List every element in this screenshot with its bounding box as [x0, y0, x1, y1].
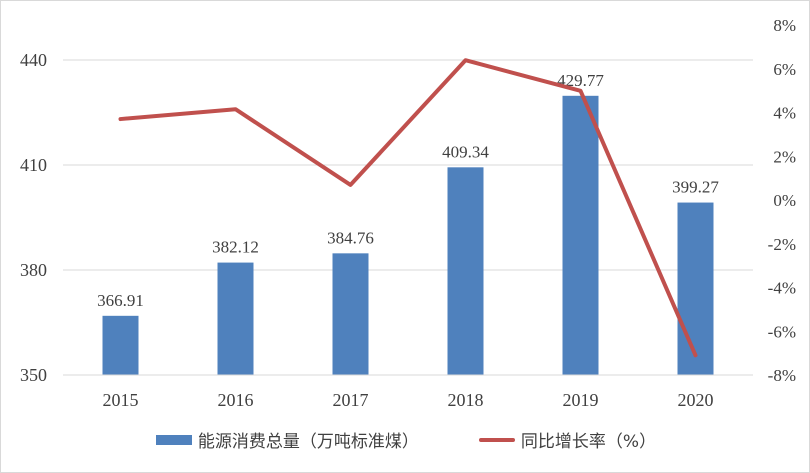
- legend: 能源消费总量（万吨标准煤） 同比增长率（%）: [1, 427, 809, 452]
- x-tick-label: 2020: [678, 390, 714, 410]
- bar-data-label: 366.91: [97, 291, 144, 310]
- bar-data-label: 384.76: [327, 228, 374, 247]
- bar: [677, 202, 714, 375]
- right-tick-label: 2%: [773, 147, 796, 166]
- right-tick-label: -2%: [768, 235, 796, 254]
- chart-plot: 350 380 410 440 -8% -6% -4% -2% 0% 2% 4% 6% 8% 366.91…: [20, 16, 796, 410]
- bar: [562, 95, 599, 376]
- growth-rate-line: [118, 58, 698, 358]
- legend-item-line: 同比增长率（%）: [478, 427, 657, 452]
- legend-swatch-bar: [155, 434, 192, 445]
- right-tick-label: 8%: [773, 16, 796, 35]
- x-tick-label: 2018: [448, 390, 484, 410]
- bar-data-label: 399.27: [672, 178, 719, 197]
- x-tick-label: 2015: [103, 390, 139, 410]
- right-tick-label: 6%: [773, 60, 796, 79]
- bar: [332, 253, 369, 375]
- right-tick-label: 0%: [773, 191, 796, 210]
- left-tick-label: 440: [20, 50, 47, 70]
- left-tick-label: 380: [20, 260, 47, 280]
- bar: [217, 262, 254, 375]
- x-tick-label: 2016: [218, 390, 254, 410]
- legend-label-bar: 能源消费总量（万吨标准煤）: [197, 432, 419, 452]
- bar-data-label: 429.77: [557, 71, 604, 90]
- bar-data-label: 409.34: [442, 142, 489, 161]
- legend-item-bar: 能源消费总量（万吨标准煤）: [155, 427, 419, 452]
- bar: [102, 315, 139, 375]
- legend-swatch-line: [478, 437, 515, 442]
- bar: [447, 167, 484, 375]
- right-tick-label: -8%: [768, 366, 796, 385]
- left-tick-label: 410: [20, 155, 47, 175]
- legend-label-line: 同比增长率（%）: [520, 432, 657, 452]
- right-tick-label: -6%: [768, 322, 796, 341]
- bar-data-label: 382.12: [212, 238, 259, 257]
- x-tick-label: 2017: [333, 390, 369, 410]
- x-tick-label: 2019: [563, 390, 599, 410]
- left-tick-label: 350: [20, 365, 47, 385]
- right-tick-label: 4%: [773, 104, 796, 123]
- right-tick-label: -4%: [768, 279, 796, 298]
